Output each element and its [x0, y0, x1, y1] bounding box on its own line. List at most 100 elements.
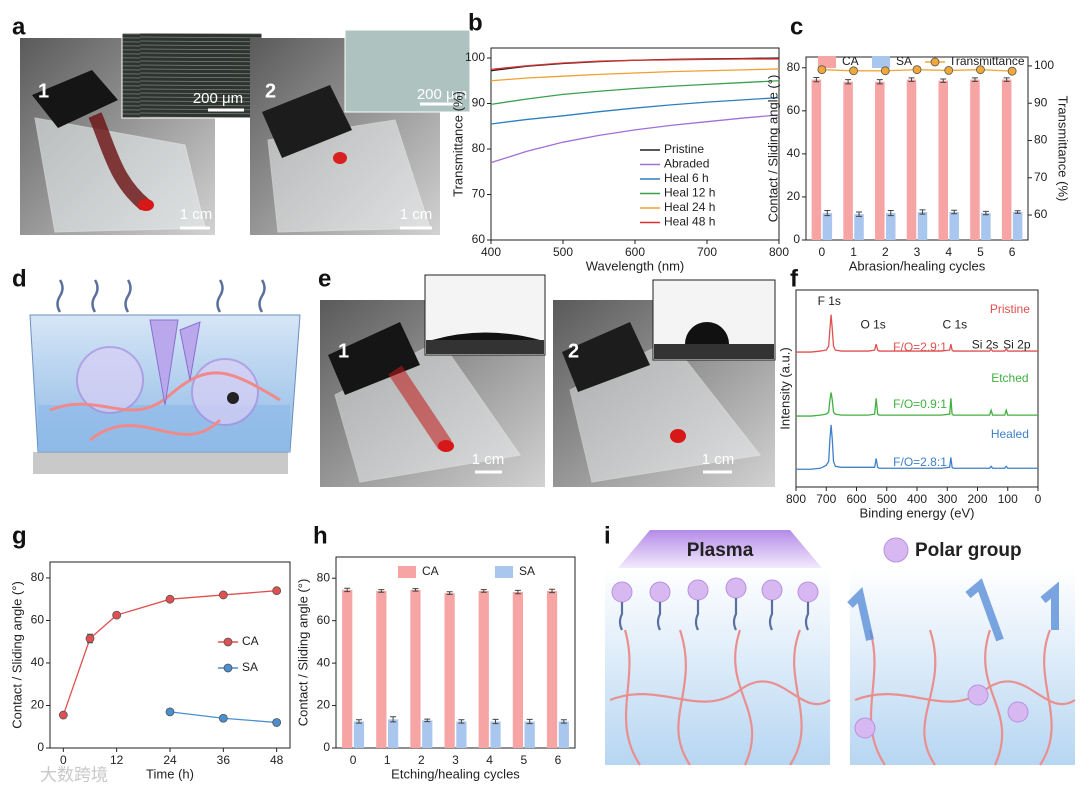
photo-label: 1 [38, 80, 49, 102]
x-tick-label: 0 [1035, 492, 1042, 506]
error-bar [876, 79, 883, 85]
x-tick-label: 5 [520, 753, 527, 767]
y-tick-label: 100 [465, 50, 485, 64]
y-tick-label: 40 [787, 146, 801, 160]
scale-label: 1 cm [400, 206, 433, 223]
photo-e2: 2 1 cm [553, 279, 776, 487]
error-bar [1003, 77, 1010, 82]
label: Polar group [915, 540, 1022, 561]
plot-frame [335, 556, 576, 749]
x-axis-label: Etching/healing cycles [391, 766, 520, 781]
x-tick-label: 100 [998, 492, 1018, 506]
y-axis-label: Intensity (a.u.) [777, 347, 792, 429]
annotation: F 1s [818, 294, 841, 308]
panel-label: d [12, 265, 27, 292]
watermark: 大数跨境 [40, 765, 108, 784]
x-tick-label: 0 [819, 245, 826, 259]
bar [422, 720, 433, 748]
error-bar [908, 77, 915, 82]
y-tick-label: 0 [323, 740, 330, 754]
error-bar [887, 210, 894, 217]
inset-scale-label: 200 μm [193, 90, 243, 107]
x-axis-label: Abrasion/healing cycles [849, 258, 986, 273]
legend-swatch [223, 637, 233, 647]
y-tick-label: 20 [317, 698, 331, 712]
y-axis-label: Contact / Sliding angle (°) [295, 579, 310, 727]
y2-tick-label: 60 [1034, 207, 1048, 221]
bar [478, 590, 489, 748]
series-line [490, 96, 780, 125]
x-tick-label: 800 [769, 245, 789, 259]
legend-swatch [872, 56, 890, 68]
bar [906, 79, 917, 240]
x-tick-label: 4 [486, 753, 493, 767]
marker [218, 713, 228, 723]
bar [811, 79, 822, 240]
bar [524, 721, 535, 748]
bar [490, 721, 501, 748]
photo-e1: 1 1 cm [320, 274, 546, 487]
y-tick-label: 40 [317, 655, 331, 669]
y-tick-label: 80 [31, 570, 45, 584]
error-bar [940, 78, 947, 83]
error-bar [514, 589, 521, 595]
marker [165, 707, 175, 717]
legend-label: SA [242, 660, 258, 674]
x-tick-label: 1 [384, 753, 391, 767]
y-tick-label: 20 [787, 189, 801, 203]
x-tick-label: 600 [846, 492, 866, 506]
x-tick-label: 400 [481, 245, 501, 259]
y2-axis-label: Transmittance (%) [1056, 96, 1071, 202]
photo-label: 2 [568, 340, 579, 362]
legend-label: SA [896, 54, 912, 68]
x-tick-label: 2 [882, 245, 889, 259]
bar [342, 589, 353, 748]
error-bar [492, 718, 499, 725]
bar [444, 593, 455, 748]
y-tick-label: 70 [472, 187, 486, 201]
marker [165, 594, 175, 604]
panel-label: a [12, 13, 26, 40]
x-tick-label: 6 [555, 753, 562, 767]
error-bar [390, 716, 397, 723]
y-axis-label: Contact / Sliding angle (°) [9, 581, 24, 729]
error-bar [424, 718, 431, 723]
marker [976, 65, 985, 75]
x-tick-label: 200 [967, 492, 987, 506]
panel-label: g [12, 522, 27, 549]
error-bar [560, 719, 567, 724]
marker [272, 718, 282, 727]
annotation: C 1s [942, 318, 967, 332]
y-tick-label: 0 [37, 740, 44, 754]
error-bar [480, 589, 487, 593]
panel-label: f [790, 265, 799, 292]
legend-label: Heal 12 h [664, 186, 715, 200]
x-tick-label: 1 [850, 245, 857, 259]
annotation: F/O=2.8:1 [893, 455, 947, 469]
y2-tick-label: 80 [1034, 133, 1048, 147]
x-tick-label: 6 [1009, 245, 1016, 259]
error-bar [549, 588, 556, 594]
plot-frame [490, 47, 780, 241]
error-bar [344, 587, 351, 593]
series-line [490, 114, 780, 164]
series-line [490, 80, 780, 106]
x-tick-label: 2 [418, 753, 425, 767]
y-tick-label: 60 [31, 613, 45, 627]
error-bar [526, 718, 533, 725]
y-tick-label: 80 [787, 60, 801, 74]
label: Plasma [687, 540, 754, 561]
x-tick-label: 400 [907, 492, 927, 506]
x-tick-label: 5 [977, 245, 984, 259]
photo-label: 2 [265, 80, 276, 102]
marker [817, 65, 827, 75]
panel-label: h [313, 522, 328, 549]
annotation: Si 2p [1003, 337, 1031, 351]
x-tick-label: 700 [816, 492, 836, 506]
bar [410, 589, 421, 748]
y-tick-label: 0 [793, 232, 800, 246]
bar [854, 214, 864, 240]
legend-label: Heal 6 h [664, 171, 709, 185]
bar [981, 213, 991, 240]
